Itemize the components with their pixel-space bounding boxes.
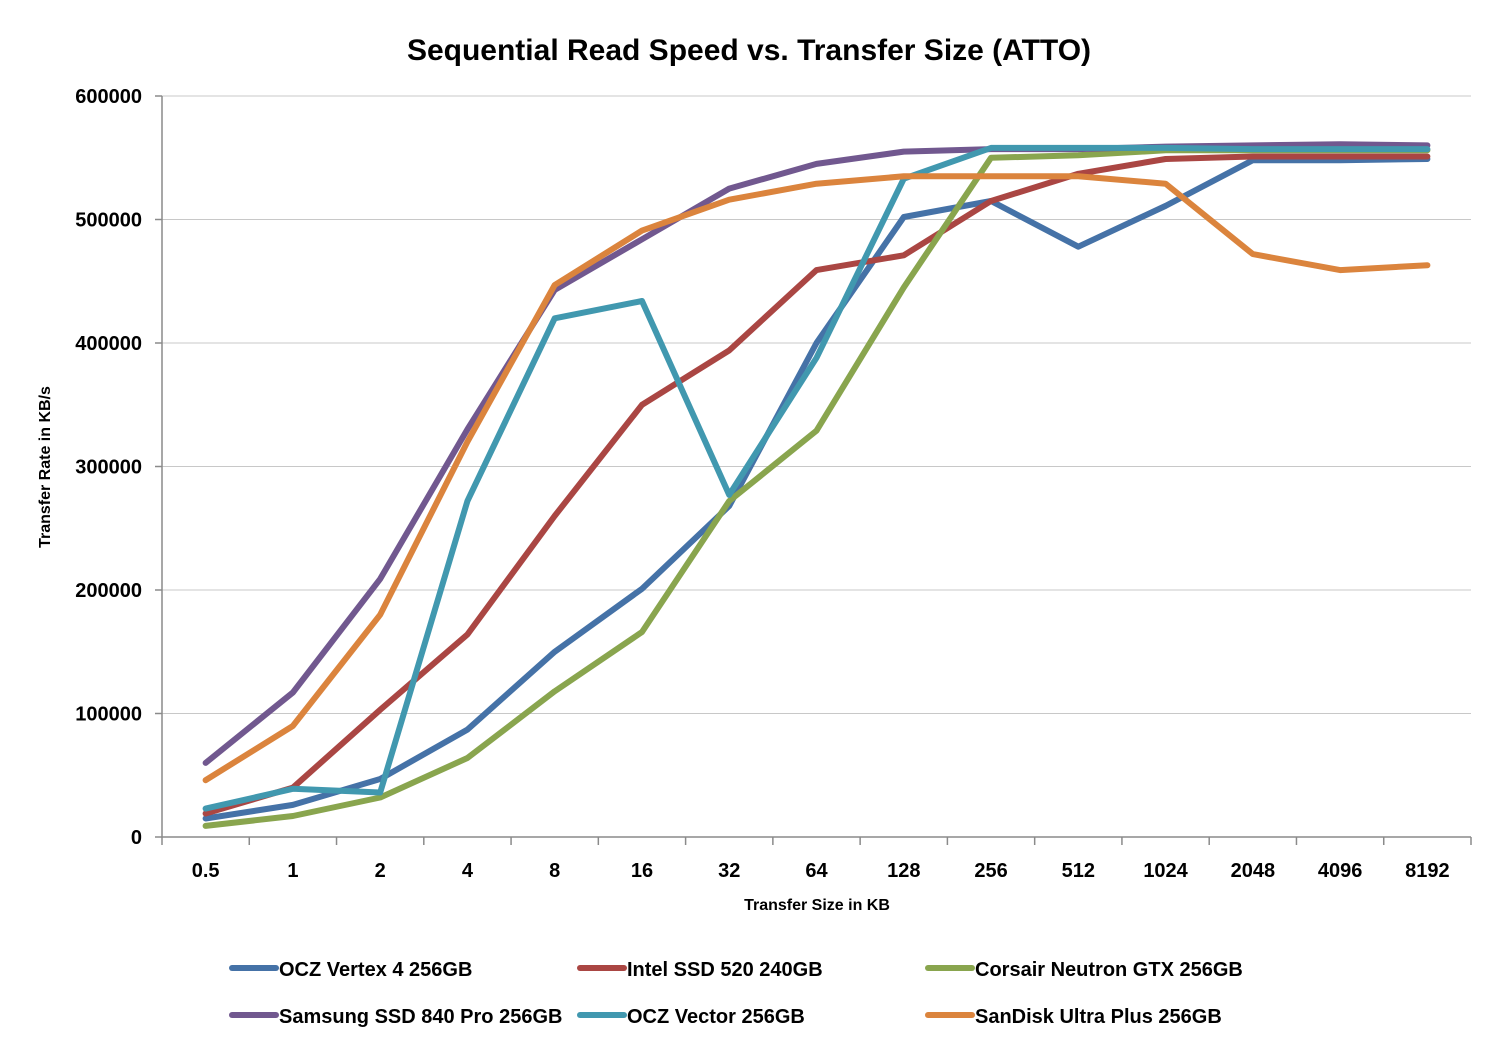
gridlines [162, 95, 1471, 714]
x-tick-label: 16 [631, 860, 653, 882]
x-tick-label: 4 [462, 860, 474, 882]
legend-label: OCZ Vertex 4 256GB [279, 959, 472, 981]
chart-title: Sequential Read Speed vs. Transfer Size … [407, 34, 1091, 67]
legend-label: Corsair Neutron GTX 256GB [975, 959, 1243, 981]
series-line-corsair-neutron-gtx-256gb [202, 147, 1431, 829]
legend-label: Intel SSD 520 240GB [627, 959, 823, 981]
x-tick-label: 8192 [1405, 860, 1450, 882]
x-tick-label: 2048 [1231, 860, 1276, 882]
x-tick-label: 512 [1062, 860, 1095, 882]
y-tick-label: 500000 [75, 210, 142, 232]
y-tick-label: 300000 [75, 457, 142, 479]
legend-label: OCZ Vector 256GB [627, 1006, 805, 1028]
x-tick-label: 2 [375, 860, 386, 882]
x-tick-labels: 0.5 1 2 4 8 16 32 64 128 256 512 1024 2048 4096 8192 [192, 860, 1450, 882]
x-tick-label: 0.5 [192, 860, 220, 882]
y-tick-labels: 0 100000 200000 300000 400000 500000 600000 [75, 86, 142, 849]
series-line-ocz-vertex-4-256gb [202, 156, 1431, 822]
x-tick-label: 1 [287, 860, 298, 882]
x-tick-label: 4096 [1318, 860, 1363, 882]
x-tick-label: 128 [887, 860, 920, 882]
y-axis-label: Transfer Rate in KB/s [37, 386, 54, 548]
x-tick-label: 256 [974, 860, 1007, 882]
legend: OCZ Vertex 4 256GB Intel SSD 520 240GB Cor… [229, 959, 1243, 1028]
x-tick-label: 8 [549, 860, 560, 882]
y-tick-label: 0 [131, 827, 142, 849]
y-tick-label: 200000 [75, 580, 142, 602]
x-tick-label: 1024 [1143, 860, 1188, 882]
legend-label: SanDisk Ultra Plus 256GB [975, 1006, 1222, 1028]
series-line-ocz-vector-256gb [202, 144, 1431, 812]
y-tick-label: 400000 [75, 333, 142, 355]
x-tick-label: 32 [718, 860, 740, 882]
series-line-samsung-ssd-840-pro-256gb [202, 141, 1431, 766]
x-tick-label: 64 [805, 860, 828, 882]
y-tick-label: 100000 [75, 704, 142, 726]
series-line-sandisk-ultra-plus-256gb [202, 173, 1431, 784]
legend-label: Samsung SSD 840 Pro 256GB [279, 1006, 562, 1028]
series-lines [202, 141, 1431, 829]
y-tick-label: 600000 [75, 86, 142, 108]
series-line-intel-ssd-520-240gb [202, 153, 1431, 817]
x-axis-label: Transfer Size in KB [744, 897, 890, 914]
axes [155, 95, 1472, 845]
